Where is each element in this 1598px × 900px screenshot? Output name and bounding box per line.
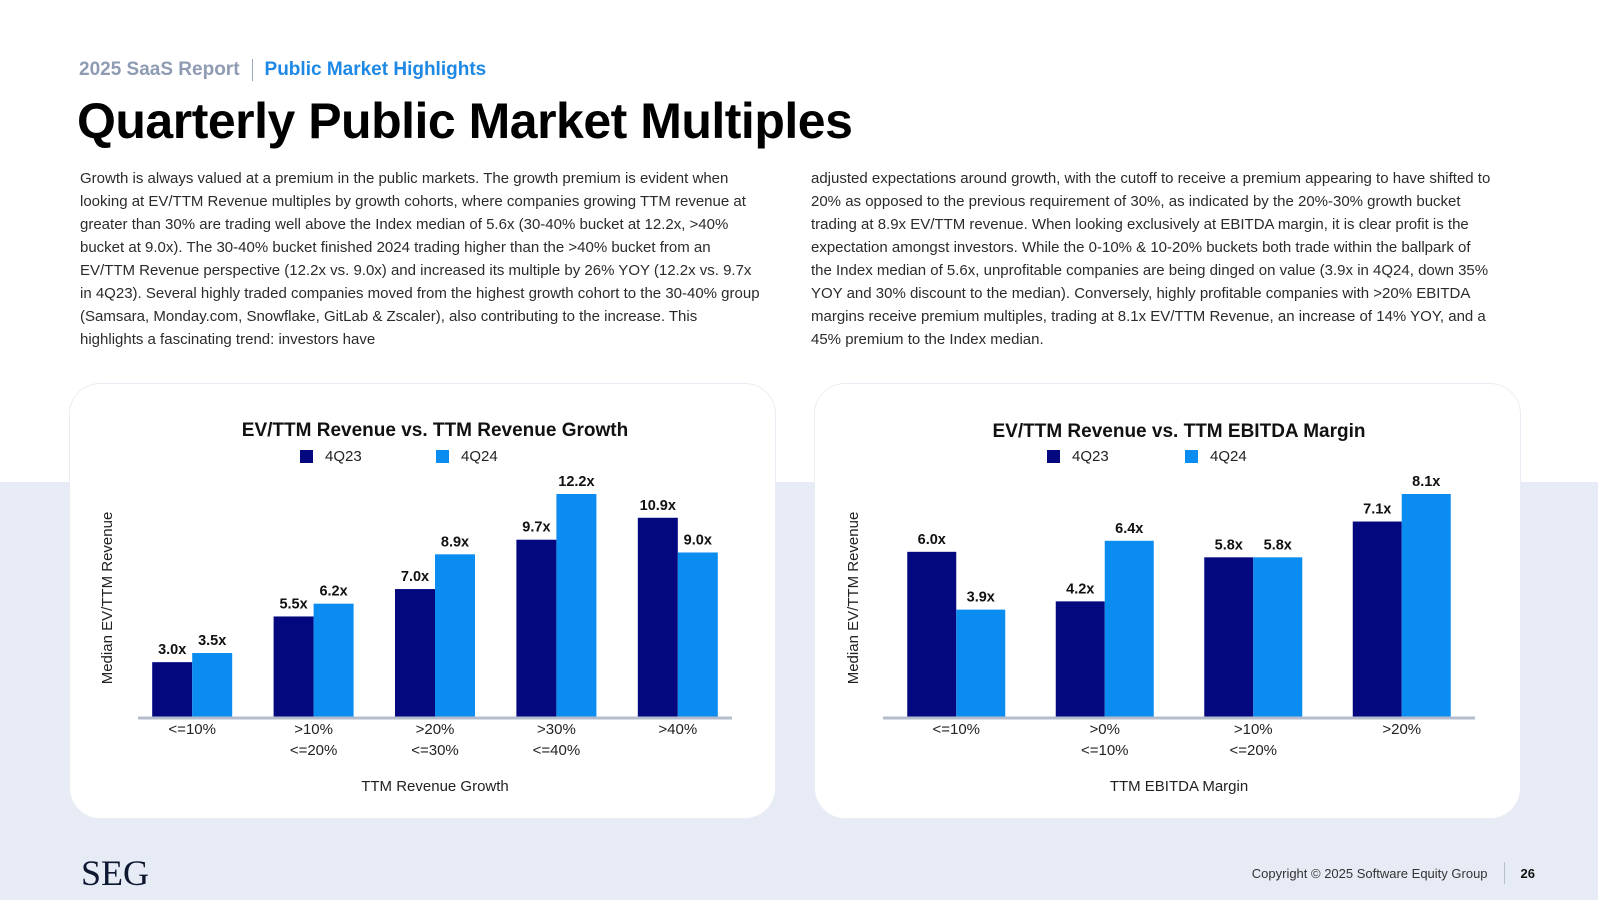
- copyright-text: Copyright © 2025 Software Equity Group: [1251, 865, 1488, 881]
- body-text-right: adjusted expectations around growth, wit…: [811, 170, 1491, 348]
- legend-label-4q24: 4Q24: [1210, 448, 1247, 465]
- legend-swatch-4q24: [1185, 450, 1198, 463]
- legend-swatch-4q23: [1047, 450, 1060, 463]
- x-tick-label: <=40%: [533, 742, 581, 759]
- bar-4q23: [273, 616, 314, 717]
- data-label: 5.5x: [279, 596, 307, 612]
- bar-4q23: [1055, 601, 1105, 717]
- section-name: Public Market Highlights: [264, 59, 487, 80]
- x-tick-label: <=20%: [1229, 742, 1277, 759]
- data-label: 8.1x: [1412, 474, 1440, 490]
- x-tick-label: >40%: [658, 721, 697, 738]
- x-tick-label: <=20%: [290, 742, 338, 759]
- x-tick-label: >10%: [294, 721, 333, 738]
- bar-4q23: [152, 662, 193, 717]
- x-axis-title: TTM Revenue Growth: [361, 778, 509, 795]
- legend-label-4q23: 4Q23: [1072, 448, 1109, 465]
- bar-4q24: [1253, 557, 1303, 717]
- data-label: 6.4x: [1115, 521, 1143, 537]
- data-label: 5.8x: [1215, 537, 1243, 553]
- chart-revenue-growth: EV/TTM Revenue vs. TTM Revenue Growth 4Q2…: [99, 420, 732, 795]
- bar-4q24: [677, 552, 718, 717]
- report-name: 2025 SaaS Report: [79, 59, 240, 80]
- bar-4q24: [1104, 540, 1154, 717]
- bar-4q24: [435, 554, 475, 717]
- chart-title: EV/TTM Revenue vs. TTM Revenue Growth: [242, 420, 628, 441]
- chart-card-ebitda-margin: EV/TTM Revenue vs. TTM EBITDA Margin 4Q23…: [815, 384, 1520, 818]
- chart-title: EV/TTM Revenue vs. TTM EBITDA Margin: [992, 421, 1365, 442]
- x-tick-label: <=10%: [1081, 742, 1129, 759]
- x-tick-label: >0%: [1090, 721, 1120, 738]
- data-label: 12.2x: [558, 474, 594, 490]
- x-tick-label: >20%: [416, 721, 455, 738]
- chart-card-revenue-growth: EV/TTM Revenue vs. TTM Revenue Growth 4Q2…: [70, 384, 775, 818]
- x-tick-label: <=30%: [411, 742, 459, 759]
- y-axis-title: Median EV/TTM Revenue: [845, 512, 862, 685]
- data-label: 6.0x: [918, 532, 946, 548]
- bar-4q23: [1204, 557, 1254, 717]
- bar-4q23: [395, 589, 435, 717]
- data-label: 9.7x: [522, 520, 550, 536]
- bar-4q24: [313, 603, 354, 717]
- breadcrumb-divider: [251, 59, 253, 81]
- bar-4q23: [637, 517, 678, 717]
- data-label: 4.2x: [1066, 581, 1094, 597]
- x-tick-label: <=10%: [168, 721, 216, 738]
- data-label: 3.0x: [158, 642, 186, 658]
- chart-ebitda-margin: EV/TTM Revenue vs. TTM EBITDA Margin 4Q23…: [845, 421, 1475, 795]
- data-label: 3.5x: [198, 633, 226, 649]
- x-tick-label: <=10%: [932, 721, 980, 738]
- x-tick-label: >10%: [1234, 721, 1273, 738]
- data-label: 5.8x: [1264, 537, 1292, 553]
- bar-4q24: [556, 494, 597, 717]
- page-title: Quarterly Public Market Multiples: [77, 93, 853, 149]
- bar-4q23: [907, 551, 957, 717]
- bar-4q23: [516, 539, 557, 717]
- bar-4q24: [956, 609, 1006, 717]
- x-axis-title: TTM EBITDA Margin: [1110, 778, 1248, 795]
- legend-swatch-4q24: [436, 450, 449, 463]
- bar-4q24: [192, 653, 233, 717]
- data-label: 6.2x: [319, 584, 347, 600]
- data-label: 10.9x: [640, 498, 676, 514]
- legend-swatch-4q23: [300, 450, 313, 463]
- y-axis-title: Median EV/TTM Revenue: [99, 512, 116, 685]
- x-tick-label: >20%: [1382, 721, 1421, 738]
- bar-4q24: [1401, 494, 1451, 717]
- data-label: 3.9x: [967, 590, 995, 606]
- footer-divider: [1503, 862, 1505, 884]
- x-tick-label: >30%: [537, 721, 576, 738]
- body-text-left: Growth is always valued at a premium in …: [80, 170, 760, 348]
- footer: Copyright © 2025 Software Equity Group 2…: [1252, 862, 1535, 884]
- data-label: 9.0x: [684, 532, 712, 548]
- data-label: 8.9x: [441, 534, 469, 550]
- seg-logo: SEG: [81, 853, 150, 893]
- page-number: 26: [1520, 865, 1535, 881]
- breadcrumb: 2025 SaaS Report Public Market Highlight…: [79, 59, 486, 81]
- bar-4q23: [1352, 521, 1402, 717]
- legend-label-4q24: 4Q24: [461, 448, 498, 465]
- data-label: 7.1x: [1363, 502, 1391, 518]
- data-label: 7.0x: [401, 569, 429, 585]
- legend-label-4q23: 4Q23: [325, 448, 362, 465]
